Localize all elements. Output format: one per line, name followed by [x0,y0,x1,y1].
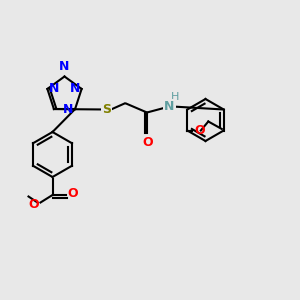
Text: O: O [195,124,206,137]
Text: N: N [63,103,74,116]
Text: O: O [68,187,78,200]
Text: N: N [49,82,59,95]
Text: O: O [142,136,153,149]
Text: N: N [70,82,80,95]
Text: N: N [164,100,175,113]
Text: O: O [28,197,39,211]
Text: H: H [171,92,179,102]
Text: N: N [59,61,70,74]
Text: S: S [102,103,111,116]
